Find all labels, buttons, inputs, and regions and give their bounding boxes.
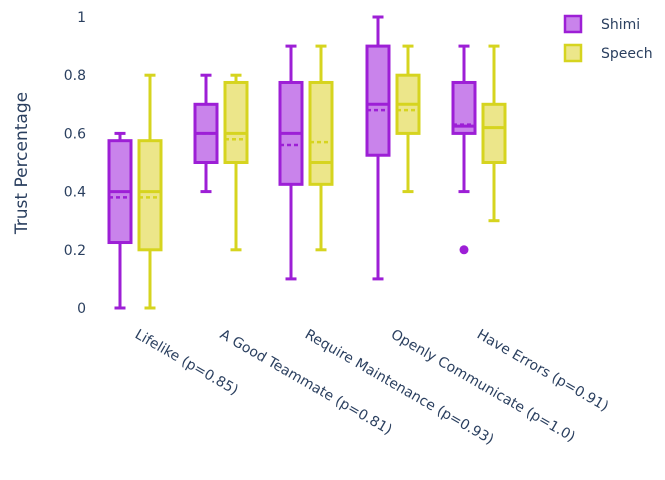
- box-shimi-2[interactable]: [193, 73, 219, 194]
- iqr-box: [223, 80, 249, 164]
- box-shimi-1[interactable]: [107, 131, 133, 310]
- y-axis-title: Trust Percentage: [12, 92, 32, 235]
- legend-swatch: [563, 14, 583, 34]
- y-tick-label: 0.6: [64, 126, 86, 142]
- outlier-point[interactable]: [459, 245, 469, 255]
- box-speech-5[interactable]: [481, 44, 507, 223]
- box-shimi-4[interactable]: [365, 15, 391, 281]
- y-tick-label: 0.8: [64, 68, 86, 84]
- legend[interactable]: Shimi Speech: [563, 14, 653, 63]
- iqr-box: [308, 80, 334, 186]
- box-speech-1[interactable]: [137, 73, 163, 310]
- box-speech-3[interactable]: [308, 44, 334, 252]
- y-tick-label: 0.2: [64, 243, 86, 259]
- legend-label: Shimi: [601, 17, 640, 33]
- y-tick-label: 1: [77, 10, 86, 26]
- iqr-box: [137, 139, 163, 252]
- iqr-box: [451, 80, 477, 135]
- legend-item-shimi[interactable]: Shimi: [563, 14, 640, 34]
- x-axis: Lifelike (p=0.85)A Good Teammate (p=0.81…: [132, 327, 611, 448]
- plot-area: [107, 15, 507, 310]
- x-tick-label: A Good Teammate (p=0.81): [217, 327, 395, 439]
- legend-swatch: [563, 43, 583, 63]
- y-tick-label: 0: [77, 301, 86, 317]
- y-axis: 0 0.2 0.4 0.6 0.8 1: [64, 10, 86, 317]
- box-speech-4[interactable]: [395, 44, 421, 194]
- box-shimi-5[interactable]: [451, 44, 477, 255]
- box-speech-2[interactable]: [223, 73, 249, 252]
- legend-label: Speech: [601, 46, 653, 62]
- legend-item-speech[interactable]: Speech: [563, 43, 653, 63]
- y-tick-label: 0.4: [64, 185, 86, 201]
- box-shimi-3[interactable]: [278, 44, 304, 281]
- series-speech: [137, 44, 507, 310]
- iqr-box: [365, 44, 391, 157]
- iqr-box: [481, 102, 507, 165]
- series-shimi: [107, 15, 477, 310]
